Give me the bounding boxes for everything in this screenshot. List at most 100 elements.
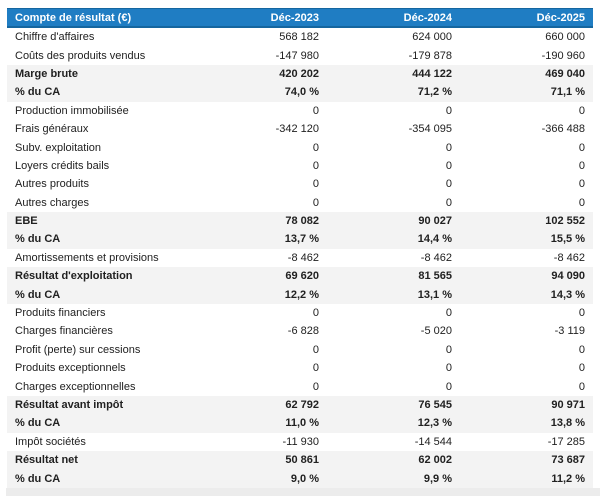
bottom-strip [6,488,600,496]
row-label: Loyers crédits bails [15,159,110,172]
row-label: Coûts des produits vendus [15,49,146,62]
row-label: Charges exceptionnelles [15,380,136,393]
row-value: -17 285 [547,435,585,448]
row-value: 0 [445,178,452,191]
row-value: -8 462 [420,251,452,264]
table-row: Loyers crédits bails 0 0 0 [7,157,593,175]
row-value: -8 462 [553,251,585,264]
row-value: 0 [578,159,585,172]
row-value: 0 [445,343,452,356]
row-value: 62 792 [194,395,327,415]
row-value: -147 980 [275,49,319,62]
row-value: 13,1 % [327,285,460,304]
row-value: 0 [445,159,452,172]
row-label: Amortissements et provisions [15,251,159,264]
column-header-déc-2023: Déc-2023 [194,8,327,28]
row-value: 624 000 [412,31,452,44]
row-label: % du CA [7,230,194,249]
row-value: -14 544 [414,435,452,448]
row-value: 71,2 % [327,83,460,102]
row-label: Impôt sociétés [15,435,86,448]
row-value: -354 095 [408,123,452,136]
row-value: -11 930 [282,435,320,448]
table-row: % du CA 74,0 % 71,2 % 71,1 % [7,83,593,102]
table-row: Autres charges 0 0 0 [7,194,593,212]
row-value: 0 [312,362,319,375]
row-value: -3 119 [554,325,585,338]
table-row: Profit (perte) sur cessions 0 0 0 [7,341,593,359]
row-label: Résultat avant impôt [7,395,194,415]
row-label: Subv. exploitation [15,141,102,154]
table-row: % du CA 9,0 % 9,9 % 11,2 % [7,469,593,488]
row-value: 78 082 [194,211,327,231]
row-value: 0 [312,178,319,191]
table-row: Amortissements et provisions -8 462 -8 462… [7,249,593,267]
row-label: Marge brute [7,64,194,84]
row-value: 444 122 [327,64,460,84]
row-label: EBE [7,211,194,231]
table-header-row: Compte de résultat (€) Déc-2023 Déc-2024 D… [7,8,593,28]
row-value: 0 [445,141,452,154]
table-row: Subv. exploitation 0 0 0 [7,138,593,156]
row-value: -6 828 [287,325,319,338]
row-value: 13,7 % [194,230,327,249]
table-row: Résultat net 50 861 62 002 73 687 [7,450,593,470]
table-row: Production immobilisée 0 0 0 [7,102,593,120]
table-body: Chiffre d'affaires 568 182 624 000 660 000 C… [7,27,593,488]
row-label: Frais généraux [15,123,89,136]
column-header-déc-2025: Déc-2025 [460,8,593,28]
row-label: Produits exceptionnels [15,362,126,375]
table-row: Autres produits 0 0 0 [7,175,593,193]
table-row: Impôt sociétés -11 930 -14 544 -17 285 [7,433,593,451]
row-value: 420 202 [194,64,327,84]
table-row: Chiffre d'affaires 568 182 624 000 660 000 [7,27,593,46]
table-title: Compte de résultat (€) [7,8,194,28]
table-row: Charges financières -6 828 -5 020 -3 119 [7,322,593,340]
row-value: 13,8 % [460,414,593,433]
row-value: 14,3 % [460,285,593,304]
table-row: % du CA 11,0 % 12,3 % 13,8 % [7,414,593,433]
row-value: 74,0 % [194,83,327,102]
table-row: Produits financiers 0 0 0 [7,304,593,322]
row-value: -8 462 [287,251,319,264]
row-value: 0 [312,343,319,356]
row-value: 0 [312,159,319,172]
row-label: Résultat d'exploitation [7,267,194,286]
row-value: 0 [578,104,585,117]
row-value: 0 [445,362,452,375]
table-row: EBE 78 082 90 027 102 552 [7,211,593,231]
row-value: 0 [312,196,319,209]
row-value: 660 000 [545,31,585,44]
row-value: 73 687 [460,450,593,470]
row-value: 50 861 [194,450,327,470]
row-value: 90 027 [327,211,460,231]
row-label: Profit (perte) sur cessions [15,343,141,356]
row-value: 9,9 % [327,469,460,488]
row-value: 90 971 [460,395,593,415]
table-row: % du CA 13,7 % 14,4 % 15,5 % [7,230,593,249]
table-row: Charges exceptionnelles 0 0 0 [7,377,593,395]
row-value: 62 002 [327,450,460,470]
row-value: 76 545 [327,395,460,415]
table-row: % du CA 12,2 % 13,1 % 14,3 % [7,285,593,304]
row-label: % du CA [7,285,194,304]
row-value: 94 090 [460,267,593,286]
table-row: Marge brute 420 202 444 122 469 040 [7,64,593,84]
row-value: 0 [578,141,585,154]
row-value: 15,5 % [460,230,593,249]
row-value: 469 040 [460,64,593,84]
row-value: 0 [445,196,452,209]
row-value: 0 [578,178,585,191]
row-label: Autres charges [15,196,89,209]
row-value: 12,3 % [327,414,460,433]
table-row: Produits exceptionnels 0 0 0 [7,359,593,377]
row-label: Produits financiers [15,307,106,320]
row-label: % du CA [7,83,194,102]
row-value: 0 [445,104,452,117]
row-value: 14,4 % [327,230,460,249]
table-row: Résultat d'exploitation 69 620 81 565 94 09… [7,267,593,286]
row-label: Chiffre d'affaires [15,31,95,44]
row-label: Résultat net [7,450,194,470]
row-value: -366 488 [541,123,585,136]
